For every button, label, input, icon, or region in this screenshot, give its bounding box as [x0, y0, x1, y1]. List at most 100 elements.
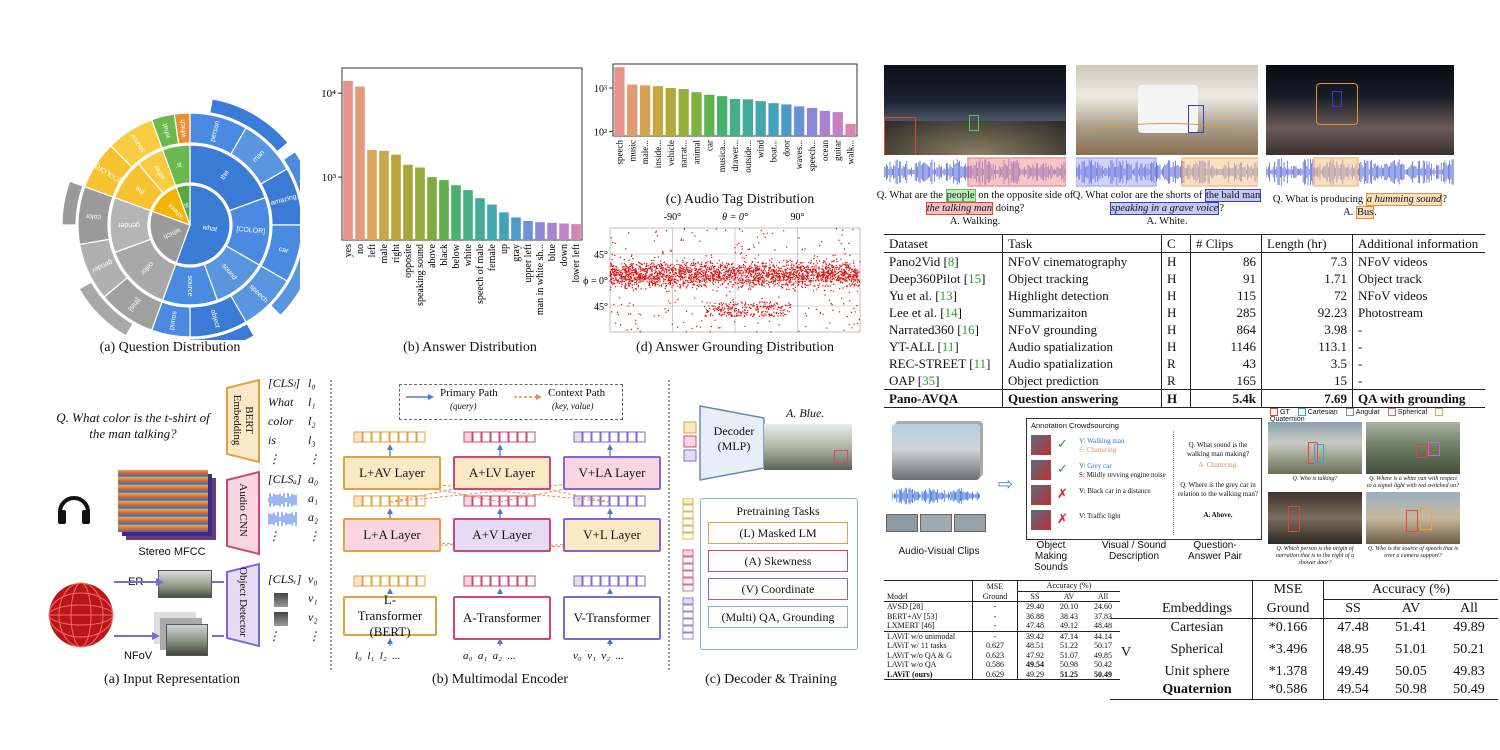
token-row — [353, 495, 426, 507]
tick-label: walk... — [846, 140, 856, 164]
table-row: LXMERT [46] -47.48 49.12 48.48 — [884, 621, 1120, 631]
primary-path-sub: (query) — [450, 401, 477, 411]
y-tick-label: 10² — [594, 128, 607, 139]
tag-chart: speech music male... inside... vehicle narrat… — [575, 60, 865, 200]
sunburst-ring — [161, 144, 191, 187]
header-cell: MSE — [1252, 581, 1324, 600]
answer-chart: yes no left male right opposite speaking sound… — [310, 62, 590, 337]
mid-layer-v: V+L Layer — [563, 518, 661, 552]
scatter-points — [609, 227, 861, 333]
cell: 49.29 — [1017, 669, 1052, 679]
clips-label: Audio-Visual Clips — [898, 546, 980, 557]
panorama-image — [884, 65, 1066, 155]
y-tick-label: 45° — [594, 250, 608, 261]
table-row: Yu et al. [13] Highlight detection H 115… — [884, 287, 1485, 304]
token-index: ⋮ — [308, 529, 320, 543]
token: ⋮ — [268, 452, 280, 466]
cell: H — [1161, 338, 1191, 355]
tag-chart-svg: speech music male... inside... vehicle narrat… — [594, 63, 858, 173]
bar — [794, 106, 805, 136]
cell: 49.85 — [1094, 650, 1112, 660]
mid-layer-a: A+V Layer — [453, 518, 551, 552]
tick-label: black — [439, 244, 450, 266]
cell: H — [1161, 389, 1191, 407]
header-cell: MSE — [972, 581, 1018, 591]
task-masked-lm: (L) Masked LM — [708, 522, 848, 544]
tick-label: blue — [547, 243, 558, 261]
qa2-answer: A. Above. — [1203, 511, 1233, 519]
clip-frame — [920, 514, 952, 532]
cell: - — [972, 631, 1018, 641]
token-index: l₁ — [308, 395, 316, 409]
legend-swatch — [1435, 408, 1444, 416]
bert-label: BERT Embedding — [231, 394, 255, 446]
table-header: MSE Accuracy (%) — [884, 581, 1120, 592]
bar — [639, 85, 651, 136]
cell: 3.5 — [1261, 355, 1353, 372]
cell: AVSD [28] — [887, 602, 924, 612]
bar — [487, 204, 497, 240]
table-header: Dataset Task C # Clips Length (hr) Addit… — [884, 235, 1485, 253]
cell: 50.49 — [1094, 669, 1112, 679]
cell: 51.25 — [1060, 669, 1078, 679]
tick-label: vehicle — [666, 140, 676, 166]
tick-label: opposite — [403, 243, 414, 277]
header-cell: Embeddings — [1162, 600, 1232, 616]
results-table: MSE Accuracy (%) Model Ground SS AV All … — [884, 581, 1120, 679]
cell: LAViT w/o unimodal — [887, 631, 956, 641]
tick-label: boat... — [769, 140, 779, 162]
object-thumbnail — [1031, 435, 1051, 455]
cell: H — [1161, 252, 1191, 270]
crowd-title: Annotation Crowdsourcing — [1031, 421, 1119, 430]
bar — [704, 94, 715, 136]
dataset-table-body: Pano2Vid [8] NFoV cinematography H 86 7.… — [884, 252, 1485, 390]
visual-description: V: Grey car — [1079, 462, 1112, 470]
cell: 37.83 — [1094, 611, 1112, 621]
tick-label: waves... — [794, 140, 804, 169]
decoder-training: Decoder (MLP) A. Blue. Pretraining Tasks… — [676, 380, 866, 680]
nfov-label: NFoV — [124, 650, 153, 662]
grid-image — [1268, 492, 1362, 544]
cell: Audio spatialization — [1002, 355, 1162, 372]
mid-layer-l: L+A Layer — [343, 518, 441, 552]
cell: 0.586 — [972, 660, 1018, 670]
header-cell: SS — [1017, 591, 1052, 602]
input-representation: Q. What color is the t-shirt of the man … — [40, 372, 330, 692]
bar — [343, 80, 353, 240]
cell: V — [1120, 645, 1132, 660]
cell: 39.42 — [1017, 631, 1052, 641]
qa1-answer: A. Chattering. — [1198, 461, 1238, 469]
legend-label: Quaternion — [1270, 416, 1305, 423]
grounding-chart: -90° θ = 0° 90° 45° ϕ = 0° 45° — [580, 208, 865, 343]
bar — [832, 112, 843, 136]
visual-description: V: Walking man — [1079, 437, 1125, 445]
qa1-question: Q. What sound is the walking man making? — [1186, 441, 1250, 458]
visual-token-glyph — [274, 593, 288, 607]
pipeline-figure: Audio-Visual Clips ⇨ Annotation Crowdsou… — [880, 418, 1265, 573]
cell: 0.629 — [972, 669, 1018, 679]
cell: *3.496 — [1252, 637, 1324, 663]
cell: 7.69 — [1261, 389, 1353, 407]
cell: 0.627 — [972, 641, 1018, 651]
y-tick-label: ϕ = 0° — [583, 276, 608, 287]
pretraining-tokens — [682, 498, 694, 640]
sunburst-label: what — [162, 123, 173, 140]
audio-waveform — [1266, 157, 1454, 187]
sunburst-label: the — [220, 169, 231, 181]
cell: 51.07 — [1060, 650, 1078, 660]
header-cell — [1110, 581, 1142, 600]
grid-caption-2: Q. Where is a white van with respect to … — [1367, 476, 1459, 489]
cell: 1.71 — [1261, 270, 1353, 287]
tick-label: speech — [614, 140, 624, 165]
cell: Yu et al. [13] — [889, 287, 957, 303]
bar — [535, 222, 545, 240]
header-cell: AV — [1401, 601, 1421, 616]
sunburst-outer — [173, 112, 191, 145]
bar — [427, 177, 437, 240]
cell: *0.586 — [1252, 681, 1324, 699]
divider — [1173, 431, 1174, 535]
crowdsourcing-box: Annotation Crowdsourcing ✓ V: Walking man… — [1026, 418, 1262, 540]
tick-label: lower left — [571, 244, 582, 283]
header-cell: C — [1161, 235, 1191, 253]
header-cell: Task — [1002, 235, 1162, 253]
